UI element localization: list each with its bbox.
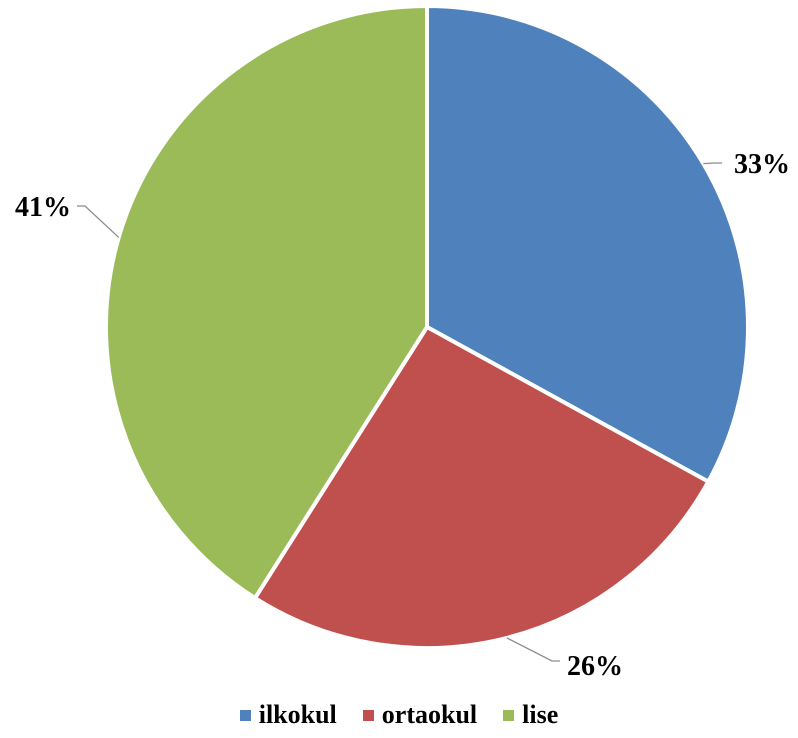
pie-slice-lise [104, 4, 429, 601]
legend-item-ilkokul: ilkokul [239, 700, 337, 729]
data-label-ortaokul: 26% [567, 651, 623, 682]
legend-swatch-ortaokul [362, 709, 374, 721]
legend-swatch-lise [503, 709, 515, 721]
legend-label-ortaokul: ortaokul [381, 700, 478, 729]
leader-line-lise [77, 205, 120, 238]
pie-slices [104, 4, 750, 650]
data-labels: 33% 26% 41% [15, 149, 790, 682]
data-label-lise: 41% [15, 192, 71, 223]
legend: ilkokul ortaokul lise [0, 698, 798, 732]
data-label-ilkokul: 33% [734, 149, 790, 180]
legend-label-lise: lise [522, 700, 559, 729]
leader-lines [77, 162, 722, 662]
legend-item-ortaokul: ortaokul [362, 700, 478, 729]
legend-item-lise: lise [503, 702, 558, 728]
pie-slice-ortaokul [253, 325, 711, 650]
legend-label-ilkokul: ilkokul [258, 700, 337, 729]
pie-slice-ilkokul [425, 4, 750, 484]
leader-line-ilkokul [703, 162, 722, 165]
leader-line-ortaokul [506, 637, 560, 662]
legend-swatch-ilkokul [239, 709, 251, 721]
